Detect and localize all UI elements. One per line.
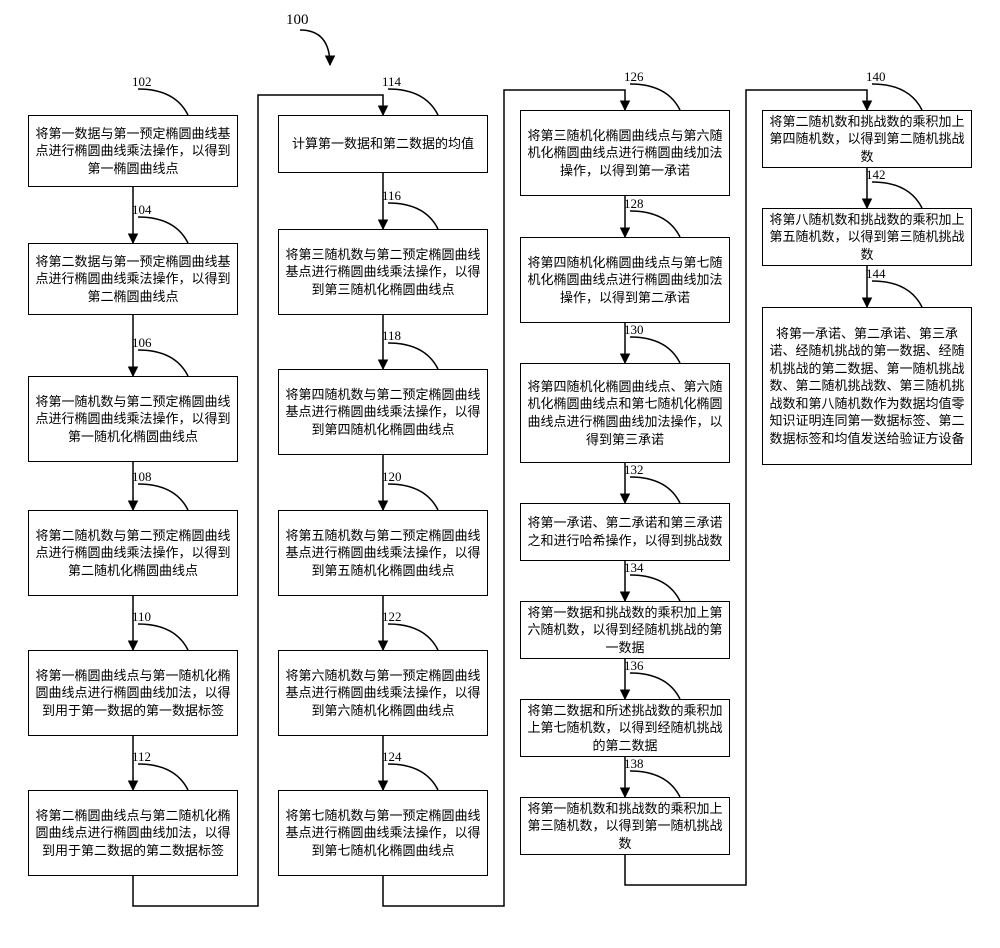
step-number-label: 118 [382,327,401,345]
flow-step-text: 将第一数据与第一预定椭圆曲线基点进行椭圆曲线乘法操作，以得到第一椭圆曲线点 [35,125,231,178]
flow-step-text: 将第二数据与第一预定椭圆曲线基点进行椭圆曲线乘法操作，以得到第二椭圆曲线点 [35,253,231,306]
flow-step-110: 将第一椭圆曲线点与第一随机化椭圆曲线点进行椭圆曲线加法，以得到用于第一数据的第一… [28,650,238,736]
flow-step-138: 将第一随机数和挑战数的乘积加上第三随机数，以得到第一随机挑战数 [520,797,730,855]
flow-step-120: 将第五随机数与第二预定椭圆曲线基点进行椭圆曲线乘法操作，以得到第五随机化椭圆曲线… [278,510,488,596]
step-number-label: 140 [866,68,886,86]
flow-step-text: 将第五随机数与第二预定椭圆曲线基点进行椭圆曲线乘法操作，以得到第五随机化椭圆曲线… [285,527,481,580]
step-number-label: 128 [624,195,644,213]
flow-step-text: 将第四随机化椭圆曲线点、第六随机化椭圆曲线点和第七随机化椭圆曲线点进行椭圆曲线加… [527,378,723,448]
flow-step-114: 计算第一数据和第二数据的均值 [278,115,488,173]
flow-step-134: 将第一数据和挑战数的乘积加上第六随机数，以得到经随机挑战的第一数据 [520,601,730,659]
step-number-label: 110 [132,608,151,626]
flow-step-text: 将第三随机化椭圆曲线点与第六随机化椭圆曲线点进行椭圆曲线加法操作，以得到第一承诺 [527,127,723,180]
flow-step-118: 将第四随机数与第二预定椭圆曲线基点进行椭圆曲线乘法操作，以得到第四随机化椭圆曲线… [278,369,488,455]
flow-step-text: 将第七随机数与第一预定椭圆曲线基点进行椭圆曲线乘法操作，以得到第七随机化椭圆曲线… [285,807,481,860]
flow-step-text: 将第六随机数与第一预定椭圆曲线基点进行椭圆曲线乘法操作，以得到第六随机化椭圆曲线… [285,667,481,720]
flow-step-106: 将第一随机数与第二预定椭圆曲线点进行椭圆曲线乘法操作，以得到第一随机化椭圆曲线点 [28,376,238,462]
step-number-label: 116 [382,187,401,205]
flow-step-text: 将第四随机数与第二预定椭圆曲线基点进行椭圆曲线乘法操作，以得到第四随机化椭圆曲线… [285,386,481,439]
flow-step-text: 将第八随机数和挑战数的乘积加上第五随机数，以得到第三随机挑战数 [769,211,965,264]
step-number-label: 136 [624,657,644,675]
flow-step-136: 将第二数据和所述挑战数的乘积加上第七随机数，以得到经随机挑战的第二数据 [520,699,730,757]
step-number-label: 126 [624,68,644,86]
flow-step-text: 将第二椭圆曲线点与第二随机化椭圆曲线点进行椭圆曲线加法，以得到用于第二数据的第二… [35,807,231,860]
flowchart-stage: 将第一数据与第一预定椭圆曲线基点进行椭圆曲线乘法操作，以得到第一椭圆曲线点将第二… [0,0,1000,948]
flow-step-text: 计算第一数据和第二数据的均值 [292,135,474,153]
flow-step-text: 将第一承诺、第二承诺、第三承诺、经随机挑战的第一数据、经随机挑战的第二数据、第一… [769,325,965,448]
flow-step-text: 将第四随机化椭圆曲线点与第七随机化椭圆曲线点进行椭圆曲线加法操作，以得到第二承诺 [527,254,723,307]
flow-step-text: 将第三随机数与第二预定椭圆曲线基点进行椭圆曲线乘法操作，以得到第三随机化椭圆曲线… [285,246,481,299]
flow-step-130: 将第四随机化椭圆曲线点、第六随机化椭圆曲线点和第七随机化椭圆曲线点进行椭圆曲线加… [520,363,730,463]
step-number-label: 120 [382,468,402,486]
flow-step-132: 将第一承诺、第二承诺和第三承诺之和进行哈希操作，以得到挑战数 [520,503,730,561]
flow-step-text: 将第一承诺、第二承诺和第三承诺之和进行哈希操作，以得到挑战数 [527,514,723,549]
flow-step-104: 将第二数据与第一预定椭圆曲线基点进行椭圆曲线乘法操作，以得到第二椭圆曲线点 [28,243,238,315]
figure-label: 100 [286,10,309,30]
step-number-label: 108 [132,468,152,486]
step-number-label: 134 [624,559,644,577]
flow-step-128: 将第四随机化椭圆曲线点与第七随机化椭圆曲线点进行椭圆曲线加法操作，以得到第二承诺 [520,237,730,323]
step-number-label: 122 [382,608,402,626]
flow-step-112: 将第二椭圆曲线点与第二随机化椭圆曲线点进行椭圆曲线加法，以得到用于第二数据的第二… [28,790,238,876]
step-number-label: 144 [866,265,886,283]
step-number-label: 142 [866,166,886,184]
step-number-label: 138 [624,755,644,773]
flow-step-text: 将第二随机数和挑战数的乘积加上第四随机数，以得到第二随机挑战数 [769,113,965,166]
flow-step-text: 将第一随机数与第二预定椭圆曲线点进行椭圆曲线乘法操作，以得到第一随机化椭圆曲线点 [35,393,231,446]
step-number-label: 106 [132,334,152,352]
step-number-label: 124 [382,748,402,766]
flow-step-text: 将第一数据和挑战数的乘积加上第六随机数，以得到经随机挑战的第一数据 [527,604,723,657]
flow-step-116: 将第三随机数与第二预定椭圆曲线基点进行椭圆曲线乘法操作，以得到第三随机化椭圆曲线… [278,229,488,315]
step-number-label: 104 [132,201,152,219]
flow-step-102: 将第一数据与第一预定椭圆曲线基点进行椭圆曲线乘法操作，以得到第一椭圆曲线点 [28,115,238,187]
step-number-label: 112 [132,748,151,766]
flow-step-144: 将第一承诺、第二承诺、第三承诺、经随机挑战的第一数据、经随机挑战的第二数据、第一… [762,307,972,465]
step-number-label: 132 [624,461,644,479]
flow-step-text: 将第一椭圆曲线点与第一随机化椭圆曲线点进行椭圆曲线加法，以得到用于第一数据的第一… [35,667,231,720]
step-number-label: 114 [382,73,401,91]
flow-step-140: 将第二随机数和挑战数的乘积加上第四随机数，以得到第二随机挑战数 [762,110,972,168]
flow-step-126: 将第三随机化椭圆曲线点与第六随机化椭圆曲线点进行椭圆曲线加法操作，以得到第一承诺 [520,110,730,196]
step-number-label: 102 [132,73,152,91]
flow-step-122: 将第六随机数与第一预定椭圆曲线基点进行椭圆曲线乘法操作，以得到第六随机化椭圆曲线… [278,650,488,736]
flow-step-124: 将第七随机数与第一预定椭圆曲线基点进行椭圆曲线乘法操作，以得到第七随机化椭圆曲线… [278,790,488,876]
step-number-label: 130 [624,321,644,339]
flow-step-text: 将第二数据和所述挑战数的乘积加上第七随机数，以得到经随机挑战的第二数据 [527,702,723,755]
flow-step-108: 将第二随机数与第二预定椭圆曲线点进行椭圆曲线乘法操作，以得到第二随机化椭圆曲线点 [28,510,238,596]
flow-step-142: 将第八随机数和挑战数的乘积加上第五随机数，以得到第三随机挑战数 [762,208,972,266]
flow-step-text: 将第二随机数与第二预定椭圆曲线点进行椭圆曲线乘法操作，以得到第二随机化椭圆曲线点 [35,527,231,580]
flow-step-text: 将第一随机数和挑战数的乘积加上第三随机数，以得到第一随机挑战数 [527,800,723,853]
